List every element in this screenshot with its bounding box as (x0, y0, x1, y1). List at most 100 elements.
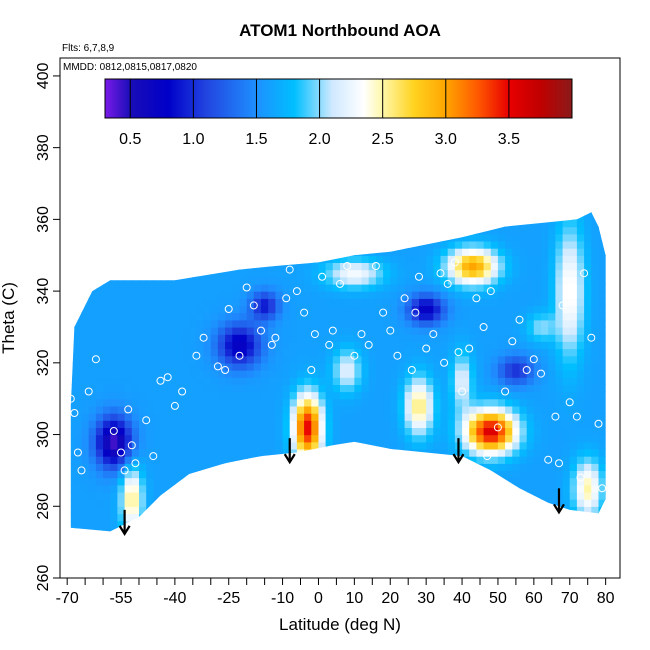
heatmap-cell (153, 520, 162, 529)
heatmap-cell (311, 312, 320, 321)
heatmap-cell (584, 391, 592, 400)
heatmap-cell (584, 384, 592, 393)
heatmap-cell (103, 484, 111, 493)
heatmap-cell (268, 535, 276, 543)
heatmap-cell (440, 240, 449, 249)
sample-point (257, 326, 265, 335)
heatmap-cell (174, 391, 183, 400)
heatmap-cell (160, 298, 169, 307)
heatmap-cell (332, 219, 341, 228)
heatmap-cell (139, 463, 147, 471)
heatmap-field (70, 212, 607, 543)
heatmap-cell (261, 355, 269, 364)
heatmap-cell (375, 327, 384, 335)
heatmap-cell (533, 262, 542, 271)
heatmap-cell (332, 334, 341, 342)
heatmap-cell (70, 291, 75, 299)
heatmap-cell (375, 520, 384, 529)
heatmap-cell (375, 434, 384, 443)
heatmap-cell (569, 355, 578, 364)
heatmap-cell (261, 298, 269, 307)
heatmap-cell (519, 370, 528, 378)
heatmap-cell (576, 327, 585, 335)
heatmap-cell (189, 319, 197, 328)
heatmap-cell (562, 298, 571, 307)
heatmap-cell (182, 535, 190, 543)
heatmap-cell (217, 391, 226, 400)
heatmap-cell (605, 384, 606, 393)
heatmap-cell (440, 341, 449, 350)
heatmap-cell (505, 405, 513, 414)
heatmap-cell (548, 463, 556, 471)
heatmap-cell (526, 305, 535, 314)
heatmap-cell (533, 484, 542, 493)
heatmap-cell (332, 348, 341, 357)
heatmap-cell (361, 491, 370, 500)
heatmap-cell (70, 248, 75, 256)
heatmap-cell (476, 327, 485, 335)
heatmap-cell (591, 341, 600, 350)
heatmap-cell (275, 219, 284, 228)
heatmap-cell (232, 269, 241, 278)
heatmap-cell (289, 269, 298, 278)
heatmap-cell (505, 391, 513, 400)
heatmap-cell (433, 312, 442, 321)
heatmap-cell (505, 262, 513, 271)
heatmap-cell (70, 491, 75, 500)
heatmap-cell (526, 348, 535, 357)
heatmap-cell (225, 391, 233, 400)
heatmap-cell (203, 427, 212, 436)
heatmap-cell (182, 240, 190, 249)
heatmap-cell (598, 362, 606, 371)
heatmap-cell (519, 262, 528, 271)
heatmap-cell (490, 477, 499, 486)
heatmap-cell (103, 262, 111, 271)
heatmap-cell (462, 484, 470, 493)
heatmap-cell (70, 463, 75, 471)
heatmap-cell (182, 405, 190, 414)
heatmap-cell (174, 212, 183, 220)
heatmap-cell (88, 463, 97, 471)
heatmap-cell (368, 527, 377, 532)
heatmap-cell (605, 405, 606, 414)
heatmap-cell (469, 212, 477, 220)
heatmap-cell (74, 441, 83, 450)
heatmap-cell (289, 240, 298, 249)
heatmap-cell (512, 362, 521, 371)
heatmap-cell (598, 513, 606, 522)
heatmap-cell (426, 283, 434, 292)
heatmap-cell (505, 212, 513, 220)
heatmap-cell (268, 312, 276, 321)
heatmap-cell (304, 405, 312, 414)
heatmap-cell (555, 520, 564, 529)
heatmap-cell (160, 470, 169, 479)
heatmap-cell (189, 362, 197, 371)
heatmap-cell (512, 420, 521, 428)
heatmap-cell (390, 456, 399, 464)
heatmap-cell (440, 219, 449, 228)
heatmap-cell (239, 341, 248, 350)
heatmap-cell (598, 269, 606, 278)
heatmap-cell (591, 312, 600, 321)
heatmap-cell (497, 420, 506, 428)
heatmap-cell (562, 420, 571, 428)
heatmap-cell (576, 441, 585, 450)
heatmap-cell (462, 283, 470, 292)
heatmap-cell (591, 240, 600, 249)
heatmap-cell (426, 240, 434, 249)
heatmap-cell (240, 535, 248, 543)
heatmap-cell (462, 477, 470, 486)
heatmap-cell (426, 456, 434, 464)
heatmap-cell (139, 506, 147, 515)
heatmap-cell (318, 484, 327, 493)
heatmap-cell (412, 535, 420, 543)
heatmap-cell (232, 427, 241, 436)
heatmap-cell (340, 434, 348, 443)
heatmap-cell (225, 398, 233, 407)
heatmap-cell (139, 355, 147, 364)
heatmap-cell (332, 427, 341, 436)
heatmap-cell (124, 470, 133, 479)
heatmap-cell (368, 441, 377, 450)
heatmap-cell (361, 212, 370, 213)
heatmap-cell (599, 535, 607, 543)
